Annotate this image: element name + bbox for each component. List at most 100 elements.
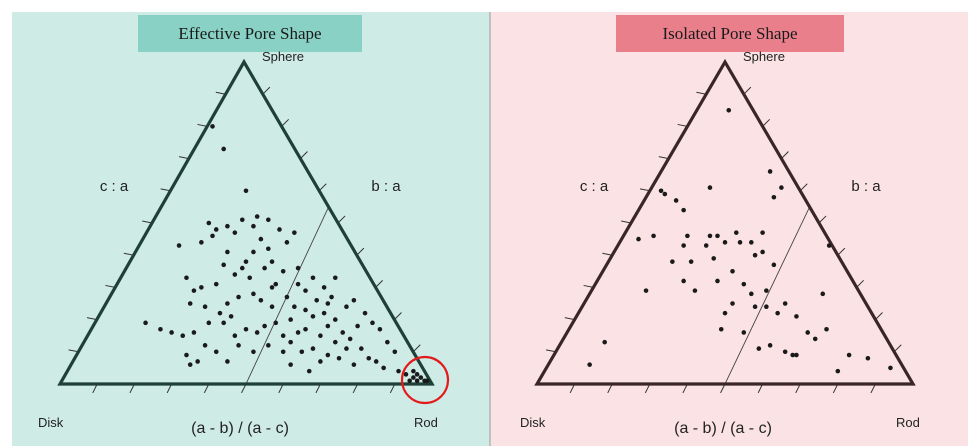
data-point xyxy=(722,310,728,316)
data-point xyxy=(277,227,282,232)
left-axis-label: c : a xyxy=(580,178,609,195)
data-point xyxy=(184,275,189,281)
data-point xyxy=(325,352,331,358)
data-point xyxy=(587,362,592,367)
data-point xyxy=(764,288,769,293)
data-point xyxy=(143,320,148,326)
vertex-label-top: Sphere xyxy=(262,49,304,64)
data-point xyxy=(318,359,323,364)
data-point xyxy=(794,352,799,358)
data-point xyxy=(381,365,386,371)
axis-tick xyxy=(893,344,902,353)
data-point xyxy=(184,352,189,358)
data-point xyxy=(767,343,773,348)
isolated-pore-shape-panel: Sphere Disk Rod c : a b : a (a - b) / (a… xyxy=(520,49,920,437)
data-point xyxy=(392,349,398,355)
data-point xyxy=(707,233,713,239)
data-point xyxy=(199,285,204,290)
data-point xyxy=(411,375,416,380)
rod-highlight-circle xyxy=(400,355,450,405)
effective-pore-shape-panel: Sphere Disk Rod c : a b : a (a - b) / (a… xyxy=(38,49,450,437)
data-point xyxy=(232,333,238,339)
data-point xyxy=(158,326,163,332)
vertex-label-bottom-right: Rod xyxy=(896,415,920,430)
data-point xyxy=(258,236,264,242)
data-point xyxy=(779,185,784,190)
axis-tick xyxy=(318,183,327,192)
data-point xyxy=(225,301,230,306)
data-point xyxy=(176,243,182,248)
data-point xyxy=(685,233,690,239)
vertex-label-bottom-left: Disk xyxy=(520,415,546,430)
guide-line xyxy=(724,206,811,385)
data-point xyxy=(306,368,312,374)
data-point xyxy=(396,368,401,374)
data-point xyxy=(351,362,357,367)
data-point xyxy=(273,320,279,326)
data-point xyxy=(232,230,238,235)
data-point xyxy=(243,188,249,194)
data-point xyxy=(269,304,275,310)
data-point xyxy=(643,288,649,293)
axis-tick xyxy=(781,151,789,159)
data-point xyxy=(820,291,826,297)
data-point xyxy=(355,323,360,329)
data-point xyxy=(741,330,747,335)
data-point xyxy=(292,230,297,235)
data-point xyxy=(251,349,256,355)
data-point xyxy=(266,343,271,348)
data-point xyxy=(303,307,308,313)
data-point xyxy=(771,262,777,268)
data-point xyxy=(262,323,267,329)
data-point xyxy=(269,259,275,264)
data-point xyxy=(715,278,720,284)
data-point xyxy=(812,336,818,342)
data-point xyxy=(299,349,305,355)
data-point xyxy=(210,124,215,129)
ternary-triangle xyxy=(57,58,435,386)
data-point xyxy=(213,281,219,287)
axis-tick xyxy=(743,86,752,95)
data-point xyxy=(284,240,290,245)
data-point xyxy=(718,326,724,332)
data-point xyxy=(359,346,364,351)
data-point xyxy=(749,240,754,245)
data-point xyxy=(733,230,739,235)
data-point xyxy=(202,343,208,348)
data-point xyxy=(210,233,215,239)
data-point xyxy=(865,355,871,361)
data-point xyxy=(658,188,664,194)
data-point xyxy=(332,339,338,345)
data-point xyxy=(805,330,811,335)
data-point xyxy=(191,330,197,335)
data-point xyxy=(681,278,686,284)
data-point xyxy=(418,375,424,380)
data-point xyxy=(239,217,245,223)
data-point xyxy=(280,333,286,339)
data-point xyxy=(826,243,832,248)
data-point xyxy=(247,275,253,281)
data-point xyxy=(771,194,777,200)
data-point xyxy=(332,275,338,281)
data-point xyxy=(187,301,193,306)
data-point xyxy=(651,233,656,239)
data-point xyxy=(373,359,379,364)
axis-tick xyxy=(394,312,402,320)
data-point xyxy=(692,288,698,293)
data-point xyxy=(764,304,769,310)
data-point xyxy=(715,233,720,239)
data-point xyxy=(760,230,765,235)
right-panel-background xyxy=(490,12,968,446)
bottom-axis-label: (a - b) / (a - c) xyxy=(674,420,772,437)
data-point xyxy=(243,259,249,264)
data-point xyxy=(403,372,409,377)
data-point xyxy=(414,378,420,384)
data-point xyxy=(310,275,316,281)
data-point xyxy=(424,378,430,384)
axis-tick xyxy=(837,247,846,256)
data-point xyxy=(269,285,275,290)
data-point xyxy=(824,326,829,332)
data-point xyxy=(752,252,758,258)
axis-tick xyxy=(356,247,365,256)
data-point xyxy=(251,249,256,255)
